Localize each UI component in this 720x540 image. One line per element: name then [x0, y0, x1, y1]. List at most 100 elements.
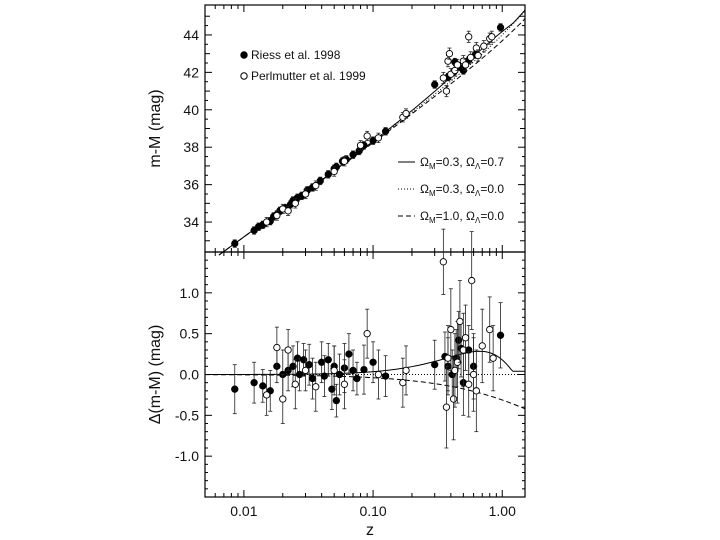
- top-y-tick-label-3: 40: [183, 102, 199, 118]
- riess-point-1: [250, 379, 258, 387]
- top-y-tick-label-4: 42: [183, 64, 199, 80]
- perlmutter-point-29: [465, 33, 473, 41]
- perlmutter-point-10: [374, 370, 383, 379]
- perlmutter-point-8: [340, 157, 349, 165]
- perlmutter-point-1: [273, 343, 281, 352]
- x-tick-label-2: 1.00: [489, 503, 516, 519]
- perlmutter-point-13: [402, 109, 410, 118]
- perlmutter-point-16: [447, 325, 455, 334]
- perlmutter-point-9: [363, 330, 371, 338]
- perlmutter-point-0: [262, 391, 271, 399]
- riess-point-19: [335, 370, 344, 379]
- riess-point-37: [496, 331, 505, 339]
- top-panel-distance-modulus: 34 36 38 40 42 44 m-M (mag): [147, 4, 526, 256]
- bottom-y-tick-label-2: 0.0: [180, 367, 200, 383]
- top-y-axis-label: m-M (mag): [147, 89, 164, 167]
- riess-point-16: [324, 170, 332, 178]
- perlmutter-point-18: [451, 366, 459, 375]
- perlmutter-point-4: [291, 380, 299, 388]
- riess-point-22: [349, 366, 357, 375]
- legend-data-sources: Riess et al. 1998 Perlmutter et al. 1999: [240, 48, 366, 83]
- riess-point-0: [231, 385, 239, 393]
- bottom-y-axis-label: Δ(m-M) (mag): [147, 325, 164, 425]
- riess-point-27: [431, 361, 439, 369]
- bottom-y-tick-label-4: -1.0: [175, 448, 199, 464]
- perlmutter-point-12: [402, 366, 410, 375]
- top-y-tick-label-5: 44: [183, 27, 199, 43]
- riess-point-12: [308, 374, 317, 383]
- perlmutter-point-26: [472, 387, 480, 395]
- bottom-y-tick-label-0: 1.0: [180, 285, 200, 301]
- perlmutter-point-0: [262, 218, 271, 226]
- perlmutter-point-2: [279, 395, 287, 403]
- riess-point-21: [345, 350, 353, 358]
- perlmutter-point-28: [486, 325, 494, 334]
- top-y-tick-label-1: 36: [183, 177, 199, 193]
- bottom-y-tick-label-1: 0.5: [180, 326, 200, 342]
- perlmutter-point-6: [312, 383, 320, 391]
- perlmutter-point-15: [442, 87, 451, 95]
- riess-point-15: [324, 356, 332, 364]
- riess-point-11: [305, 361, 313, 369]
- perlmutter-point-27: [478, 342, 486, 350]
- top-y-tick-label-2: 38: [183, 139, 199, 155]
- perlmutter-point-23: [465, 380, 473, 388]
- legend-label-0: Riess et al. 1998: [251, 48, 341, 62]
- perlmutter-point-4: [291, 199, 299, 207]
- perlmutter-point-29: [489, 354, 497, 362]
- model-curve-eds-bottom: [205, 374, 526, 410]
- perlmutter-point-1: [273, 211, 281, 220]
- perlmutter-point-22: [461, 334, 470, 342]
- perlmutter-point-17: [449, 395, 458, 403]
- legend-model-label-1: ΩM=0.3, ΩΛ=0.0: [420, 182, 504, 198]
- riess-point-25: [381, 127, 390, 135]
- riess-point-26: [381, 372, 390, 380]
- legend-label-1: Perlmutter et al. 1999: [251, 69, 366, 83]
- bottom-panel-residuals: 0.01 0.10 1.00 z 1.0 0.5 0.0 -0.5 -1.0 Δ(m-M) (ma…: [147, 5, 526, 539]
- perlmutter-point-25: [480, 42, 488, 50]
- perlmutter-point-14: [439, 74, 448, 82]
- perlmutter-point-5: [301, 190, 310, 198]
- perlmutter-point-11: [399, 379, 407, 387]
- perlmutter-point-6: [312, 181, 320, 190]
- riess-point-18: [332, 396, 341, 405]
- perlmutter-point-11: [374, 134, 383, 142]
- legend-marker-0: [240, 51, 248, 59]
- legend-model-label-2: ΩM=1.0, ΩΛ=0.0: [420, 209, 504, 225]
- bottom-y-tick-label-3: -0.5: [175, 407, 199, 423]
- riess-point-34: [496, 23, 505, 32]
- riess-point-0: [231, 239, 239, 248]
- top-y-tick-label-0: 34: [183, 214, 199, 230]
- perlmutter-point-3: [284, 207, 292, 215]
- riess-point-25: [369, 358, 377, 366]
- perlmutter-point-19: [453, 61, 462, 69]
- legend-model-label-0: ΩM=0.3, ΩΛ=0.7: [420, 155, 504, 171]
- perlmutter-point-21: [461, 61, 470, 69]
- perlmutter-point-7: [330, 167, 338, 176]
- riess-point-26: [431, 80, 439, 89]
- riess-point-2: [259, 382, 267, 390]
- perlmutter-point-9: [356, 141, 365, 149]
- legend-cosmology-models: ΩM=0.3, ΩΛ=0.7 ΩM=0.3, ΩΛ=0.0 ΩM=1.0, ΩΛ=0…: [398, 155, 504, 225]
- x-tick-label-1: 0.10: [359, 503, 386, 519]
- riess-point-23: [353, 374, 361, 383]
- perlmutter-point-10: [363, 132, 371, 140]
- perlmutter-point-25: [469, 370, 478, 379]
- riess-point-9: [295, 370, 304, 379]
- riess-point-16: [328, 385, 336, 393]
- perlmutter-point-27: [488, 33, 496, 41]
- riess-point-13: [318, 358, 326, 366]
- perlmutter-point-20: [456, 317, 464, 326]
- riess-point-24: [360, 365, 368, 374]
- perlmutter-point-28: [445, 50, 454, 58]
- x-tick-label-0: 0.01: [230, 503, 257, 519]
- x-axis-label: z: [366, 522, 374, 539]
- riess-point-7: [289, 362, 297, 370]
- perlmutter-point-13: [439, 258, 448, 266]
- perlmutter-point-22: [467, 53, 475, 62]
- legend-marker-1: [240, 72, 248, 80]
- perlmutter-point-8: [340, 380, 349, 388]
- perlmutter-point-5: [301, 366, 310, 375]
- perlmutter-point-3: [284, 346, 292, 354]
